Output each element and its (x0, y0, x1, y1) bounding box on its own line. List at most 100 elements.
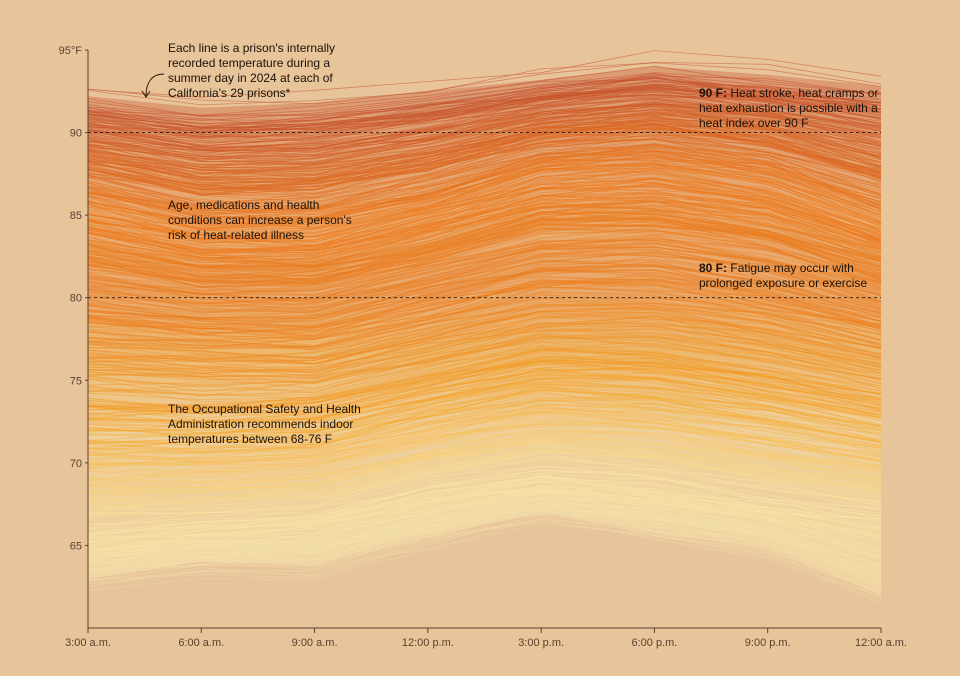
prison-line (87, 98, 882, 148)
x-tick-label: 9:00 a.m. (292, 637, 338, 649)
prison-line (87, 399, 882, 460)
x-tick-label: 12:00 p.m. (402, 637, 454, 649)
prison-line (87, 518, 882, 594)
prison-line (87, 403, 882, 465)
prison-line (87, 119, 882, 180)
prison-line (87, 280, 882, 328)
prison-line (87, 381, 882, 434)
prison-line (87, 409, 882, 466)
prison-line (87, 200, 882, 273)
prison-line (87, 100, 882, 160)
prison-line (87, 303, 882, 359)
prison-line (87, 278, 882, 336)
prison-line (87, 239, 882, 302)
prison-line (87, 316, 882, 374)
prison-line (87, 224, 882, 289)
reference-lines (88, 132, 881, 299)
prison-line (87, 475, 882, 541)
prison-line (87, 314, 882, 369)
prison-line (87, 411, 882, 466)
prison-line (87, 286, 882, 345)
prison-line (87, 219, 882, 285)
prison-line (87, 200, 882, 269)
prison-line (87, 224, 882, 285)
prison-line (87, 319, 882, 378)
prison-line (87, 388, 882, 453)
prison-line (87, 503, 882, 584)
prison-line (87, 239, 882, 308)
prison-line (87, 203, 882, 264)
prison-line (87, 281, 882, 340)
prison-line (87, 312, 882, 358)
prison-line (87, 297, 882, 351)
prison-line (87, 172, 882, 237)
prison-line (87, 412, 882, 463)
prison-line (87, 325, 882, 379)
prison-line (87, 219, 882, 282)
prison-line (87, 308, 882, 365)
prison-line (87, 298, 882, 360)
prison-line (87, 212, 882, 271)
prison-line (87, 200, 882, 259)
prison-line (87, 151, 882, 215)
prison-line (87, 371, 882, 423)
prison-line (87, 234, 882, 305)
prison-line (87, 351, 882, 411)
prison-line (87, 341, 882, 401)
prison-line (87, 469, 882, 529)
prison-line (87, 386, 882, 433)
prison-line (87, 278, 882, 338)
prison-line (87, 368, 882, 424)
prison-line (87, 238, 882, 296)
prison-line (87, 251, 882, 313)
prison-line (87, 361, 882, 415)
prison-line (87, 76, 882, 134)
prison-line (87, 185, 882, 256)
prison-line (87, 389, 882, 450)
y-tick-label: 70 (70, 458, 82, 470)
prison-line (87, 322, 882, 374)
prison-line (87, 138, 882, 204)
prison-line (87, 326, 882, 381)
prison-line (87, 206, 882, 273)
prison-line (87, 228, 882, 284)
prison-line (87, 350, 882, 415)
prison-line (87, 178, 882, 242)
prison-line (87, 251, 882, 315)
prison-line (87, 452, 882, 511)
prison-line (87, 372, 882, 432)
prison-line (87, 402, 882, 455)
prison-line (87, 123, 882, 186)
prison-line (87, 225, 882, 290)
prison-line (87, 187, 882, 251)
prison-line (87, 284, 882, 342)
prison-line (87, 244, 882, 306)
prison-line (87, 449, 882, 502)
prison-line (87, 435, 882, 504)
prison-line (87, 312, 882, 365)
prison-line (87, 439, 882, 493)
prison-line (87, 216, 882, 283)
prison-line (87, 245, 882, 313)
prison-line (87, 386, 882, 452)
prison-line (87, 303, 882, 351)
prison-line (87, 62, 882, 106)
prison-line (87, 204, 882, 271)
prison-line (87, 399, 882, 454)
prison-line (87, 364, 882, 422)
prison-line (87, 218, 882, 282)
prison-line (87, 335, 882, 393)
prison-line (87, 138, 882, 206)
prison-line (87, 360, 882, 419)
prison-line (87, 116, 882, 174)
prison-line (87, 88, 882, 131)
prison-line (87, 407, 882, 457)
y-tick-label: 65 (70, 540, 82, 552)
prison-line (87, 219, 882, 281)
prison-line (87, 297, 882, 350)
prison-line (87, 485, 882, 538)
prison-line (87, 230, 882, 284)
prison-line (87, 267, 882, 328)
x-tick-label: 6:00 p.m. (631, 637, 677, 649)
prison-line (87, 211, 882, 271)
